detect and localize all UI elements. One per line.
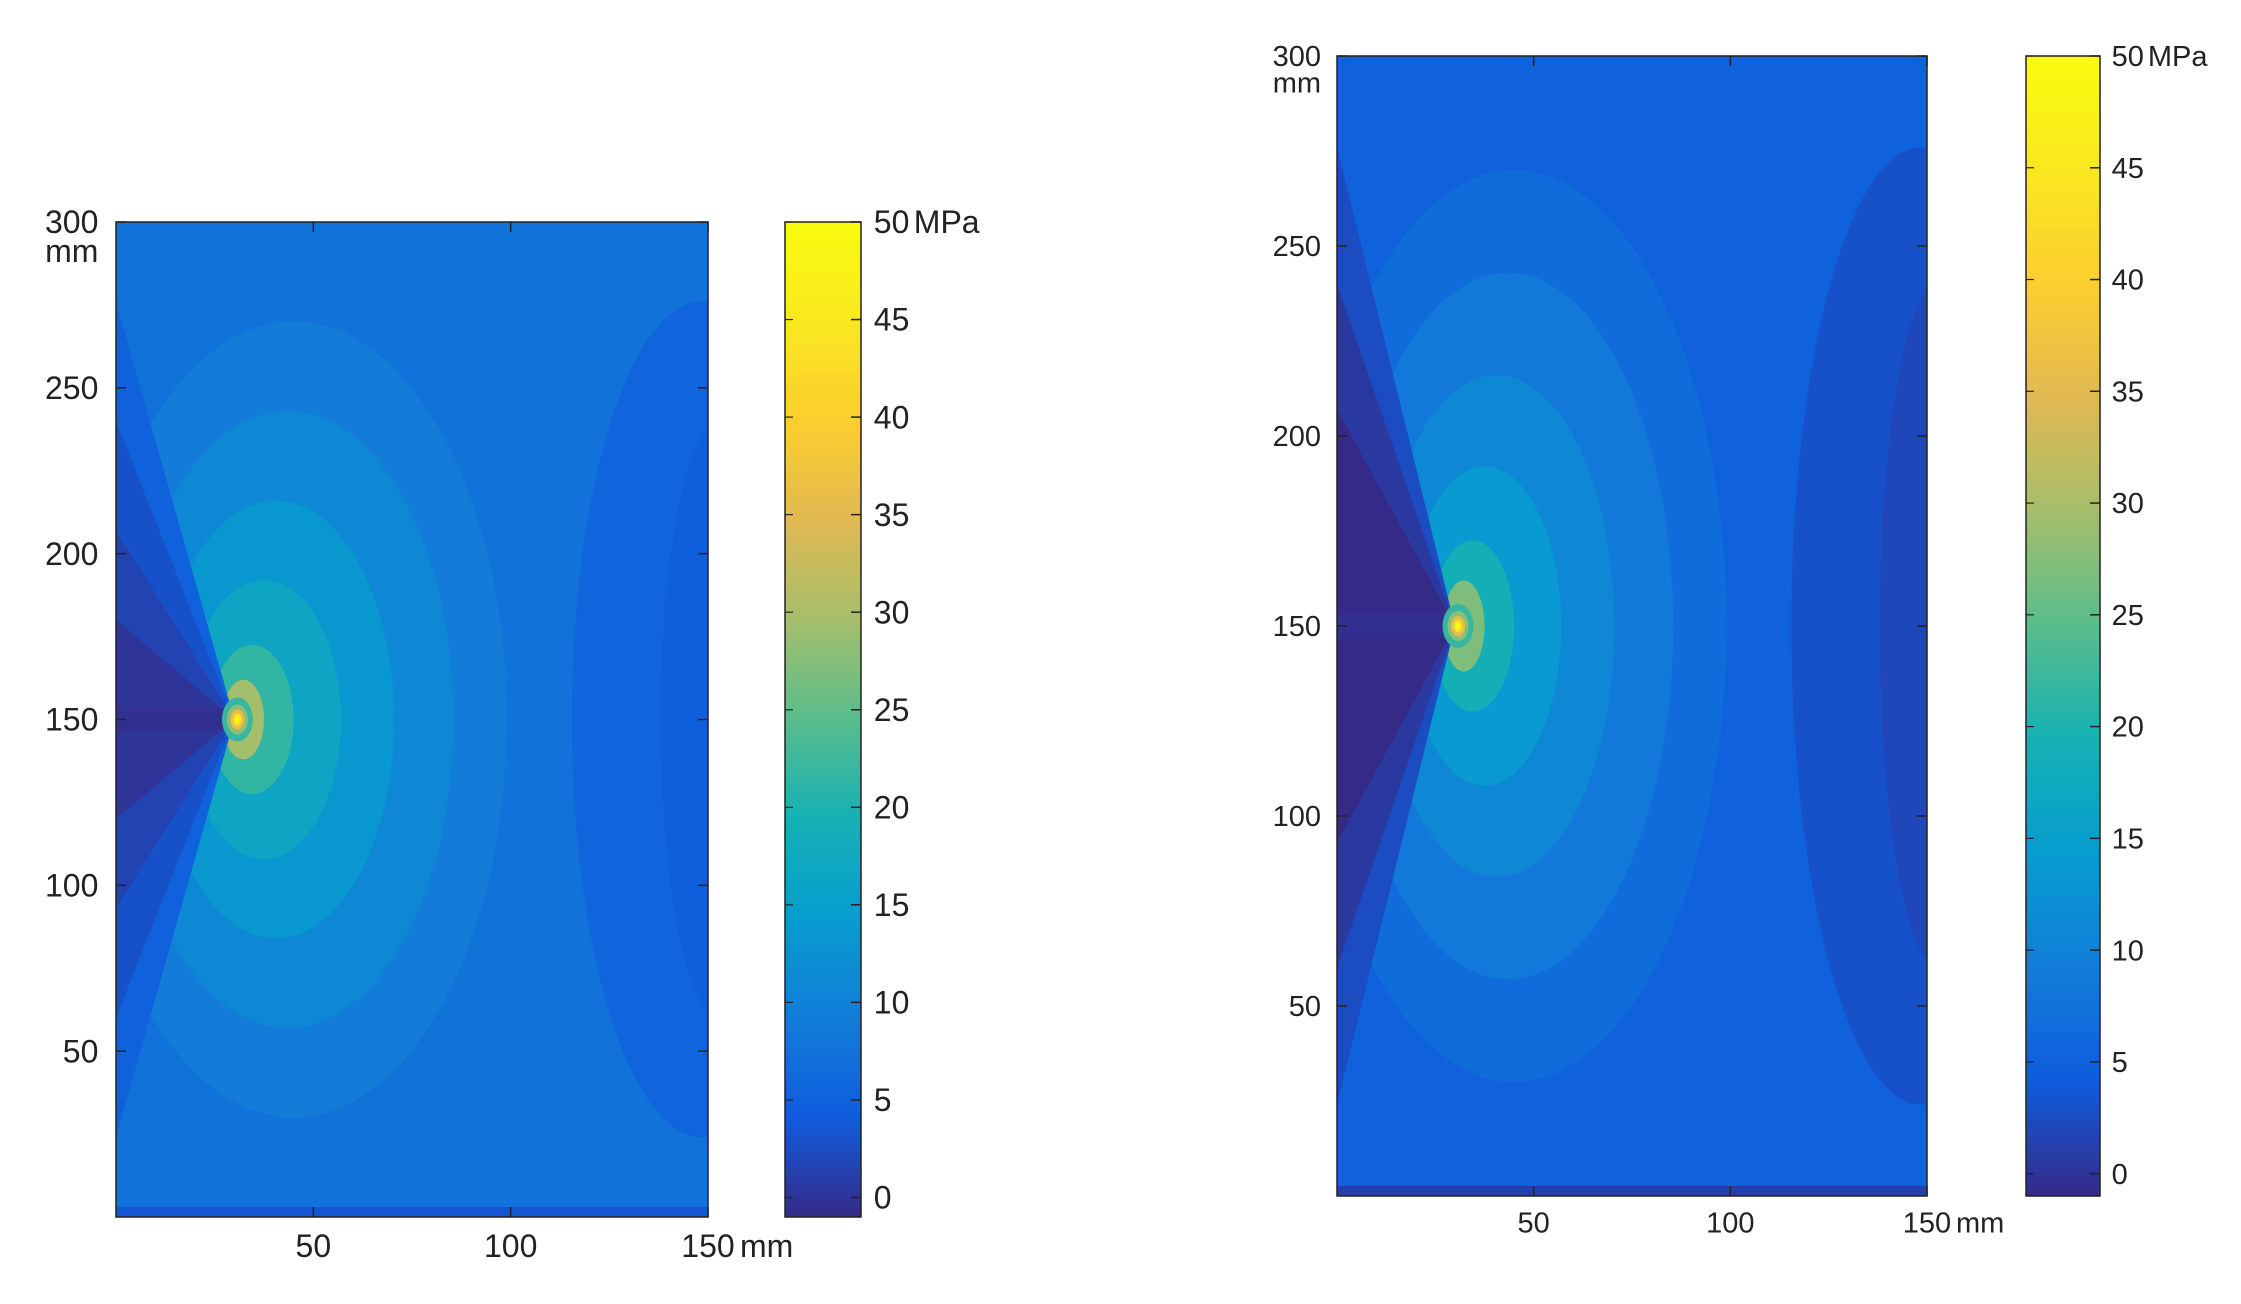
colorbar-tick-label: 35	[874, 497, 910, 533]
low-stress-zone-right-inner	[660, 427, 708, 1012]
colorbar-tick-label: 5	[2112, 1047, 2128, 1079]
x-tick-label: 100	[484, 1228, 537, 1264]
y-axis-unit: mm	[45, 233, 98, 269]
low-stress-zone-right	[1791, 147, 1927, 1105]
x-tick-label: 150	[1903, 1207, 1951, 1239]
colorbar-tick-label: 30	[2112, 488, 2144, 520]
bottom-boundary-band	[116, 1207, 708, 1217]
colorbar-tick-label: 25	[2112, 600, 2144, 632]
y-tick-label: 250	[45, 370, 98, 406]
y-tick-label: 200	[45, 536, 98, 572]
colorbar-tick-label: 20	[874, 789, 910, 825]
y-tick-label: 150	[45, 702, 98, 738]
y-tick-label: 50	[1289, 991, 1321, 1023]
y-tick-label: 300	[45, 204, 98, 240]
colorbar-tick-label: 10	[874, 985, 910, 1021]
x-axis-unit: mm	[740, 1228, 793, 1264]
colorbar-tick-label: 50	[874, 204, 910, 240]
colorbar-tick-label: 10	[2112, 935, 2144, 967]
colorbar-unit: MPa	[914, 204, 980, 240]
colorbar-tick-label: 45	[874, 302, 910, 338]
x-axis-unit: mm	[1956, 1207, 2004, 1239]
colorbar-tick-label: 25	[874, 692, 910, 728]
colorbar-tick-label: 40	[2112, 265, 2144, 297]
colorbar-tick-label: 15	[874, 887, 910, 923]
y-tick-label: 250	[1273, 231, 1321, 263]
colorbar-tick-label: 15	[2112, 824, 2144, 856]
colorbar-tick-label: 5	[874, 1082, 892, 1118]
colorbar-tick-label: 35	[2112, 376, 2144, 408]
colorbar	[2025, 55, 2101, 1197]
x-tick-label: 100	[1706, 1207, 1754, 1239]
bottom-boundary-band	[1337, 1186, 1927, 1196]
x-tick-label: 50	[1518, 1207, 1550, 1239]
colorbar-tick-label: 0	[874, 1180, 892, 1216]
colorbar	[784, 221, 862, 1218]
low-stress-zone-right	[571, 301, 708, 1138]
crack-tip-stress-4	[235, 716, 240, 723]
y-tick-label: 100	[1273, 801, 1321, 833]
colorbar-tick-label: 20	[2112, 712, 2144, 744]
crack	[1337, 613, 1455, 639]
colorbar-tick-label: 45	[2112, 153, 2144, 185]
x-tick-label: 50	[296, 1228, 332, 1264]
y-axis-unit: mm	[1273, 67, 1321, 99]
y-tick-label: 50	[63, 1033, 99, 1069]
y-tick-label: 200	[1273, 421, 1321, 453]
y-tick-label: 300	[1273, 41, 1321, 73]
crack-tip-stress-4	[1455, 623, 1461, 629]
colorbar-unit: MPa	[2148, 41, 2209, 73]
colorbar-tick-label: 50	[2112, 41, 2144, 73]
y-tick-label: 150	[1273, 611, 1321, 643]
low-stress-zone-right-inner	[1879, 291, 1927, 961]
crack	[116, 708, 235, 731]
x-tick-label: 150	[681, 1228, 734, 1264]
colorbar-tick-label: 40	[874, 399, 910, 435]
y-tick-label: 100	[45, 868, 98, 904]
colorbar-tick-label: 0	[2112, 1159, 2128, 1191]
colorbar-tick-label: 30	[874, 594, 910, 630]
